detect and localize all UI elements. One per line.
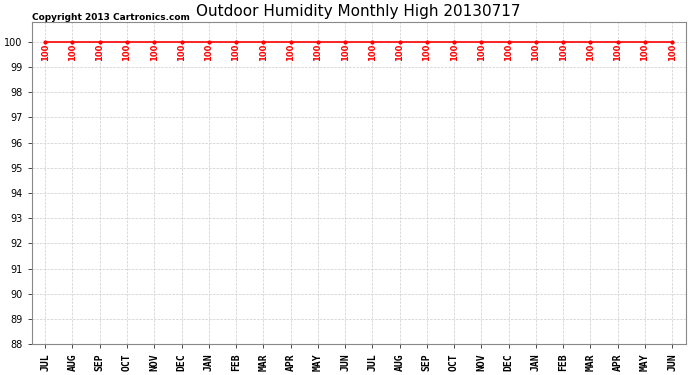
Text: 100: 100: [150, 43, 159, 60]
Text: 100: 100: [259, 43, 268, 60]
Text: 100: 100: [422, 43, 431, 60]
Text: 100: 100: [123, 43, 132, 60]
Text: 100: 100: [232, 43, 241, 60]
Text: 100: 100: [586, 43, 595, 60]
Text: 100: 100: [204, 43, 213, 60]
Text: 100: 100: [41, 43, 50, 60]
Text: 100: 100: [313, 43, 322, 60]
Text: 100: 100: [504, 43, 513, 60]
Title: Outdoor Humidity Monthly High 20130717: Outdoor Humidity Monthly High 20130717: [197, 4, 521, 19]
Text: 100: 100: [640, 43, 649, 60]
Text: 100: 100: [531, 43, 540, 60]
Text: 100: 100: [395, 43, 404, 60]
Text: 100: 100: [286, 43, 295, 60]
Text: 100: 100: [341, 43, 350, 60]
Text: 100: 100: [68, 43, 77, 60]
Text: 100: 100: [450, 43, 459, 60]
Text: 100: 100: [95, 43, 104, 60]
Text: 100: 100: [613, 43, 622, 60]
Text: 100: 100: [177, 43, 186, 60]
Text: 100: 100: [477, 43, 486, 60]
Text: Copyright 2013 Cartronics.com: Copyright 2013 Cartronics.com: [32, 13, 190, 22]
Text: 100: 100: [559, 43, 568, 60]
Text: 100: 100: [368, 43, 377, 60]
Text: 100: 100: [668, 43, 677, 60]
